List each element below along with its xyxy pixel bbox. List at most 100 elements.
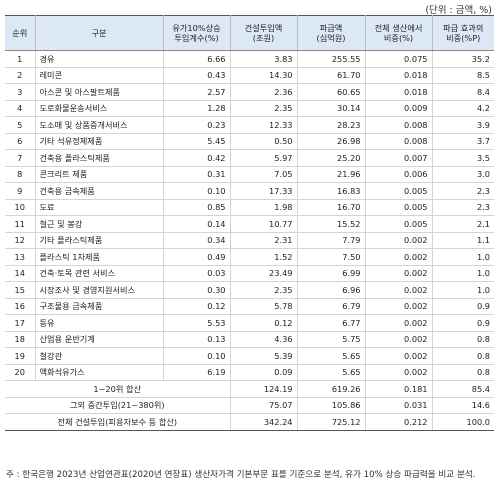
value-cell: 1.98 <box>229 199 297 216</box>
value-cell: 1.0 <box>431 265 494 282</box>
value-cell: 0.002 <box>364 364 432 381</box>
column-header: 전체 생산에서 비중(%) <box>364 15 433 51</box>
value-cell: 5.45 <box>162 133 230 150</box>
category-cell: 플라스틱 1차제품 <box>34 248 163 266</box>
category-cell: 구조물용 금속제품 <box>34 298 163 315</box>
table-row: 18 산업용 운반기계 0.13 4.36 5.75 0.002 0.8 <box>5 331 494 348</box>
rank-cell: 10 <box>5 199 35 216</box>
value-cell: 5.53 <box>162 314 230 332</box>
value-cell: 8.4 <box>431 83 494 101</box>
rank-cell: 8 <box>5 166 35 183</box>
rank-cell: 2 <box>5 67 35 84</box>
value-cell: 4.36 <box>229 331 297 348</box>
category-cell: 도료 <box>34 199 163 216</box>
table-row: 4 도로화물운송서비스 1.28 2.35 30.14 0.009 4.2 <box>5 100 494 117</box>
category-cell: 기타 플라스틱제품 <box>34 232 163 249</box>
value-cell: 0.009 <box>364 100 432 117</box>
value-cell: 0.85 <box>162 199 230 216</box>
value-cell: 0.002 <box>364 232 432 249</box>
value-cell: 0.10 <box>162 347 230 365</box>
value-cell: 0.002 <box>364 331 432 348</box>
table-row: 16 구조물용 금속제품 0.12 5.78 6.79 0.002 0.9 <box>5 298 494 315</box>
summary-value: 0.181 <box>364 380 432 398</box>
value-cell: 17.33 <box>229 182 297 200</box>
value-cell: 8.5 <box>431 67 494 84</box>
category-cell: 건축·토목 관련 서비스 <box>34 265 163 282</box>
value-cell: 14.30 <box>229 67 297 84</box>
category-cell: 레미콘 <box>34 67 163 84</box>
rank-cell: 9 <box>5 182 35 200</box>
category-cell: 산업용 운반기계 <box>34 331 163 348</box>
value-cell: 0.007 <box>364 149 432 167</box>
value-cell: 2.36 <box>229 83 297 101</box>
summary-value: 0.212 <box>364 413 432 431</box>
footnote: 주 : 한국은행 2023년 산업연관표(2020년 연장표) 생산자가격 기본… <box>6 470 476 480</box>
data-table: 순위 구분 유가10%상승 투입계수(%) 건설투입액 (조원) 파급액 (십억원) 전체… <box>5 15 494 431</box>
value-cell: 0.10 <box>162 182 230 200</box>
value-cell: 5.39 <box>229 347 297 365</box>
summary-value: 100.0 <box>431 413 494 431</box>
value-cell: 4.2 <box>431 100 494 117</box>
value-cell: 7.79 <box>296 232 365 249</box>
summary-label: 전체 건설투입(피용자보수 등 합산) <box>5 413 230 431</box>
summary-label: 그외 중간투입(21~380위) <box>5 397 230 414</box>
value-cell: 3.83 <box>229 50 297 68</box>
value-cell: 2.35 <box>229 281 297 299</box>
value-cell: 60.65 <box>296 83 365 101</box>
rank-cell: 18 <box>5 331 35 348</box>
value-cell: 0.002 <box>364 281 432 299</box>
value-cell: 6.79 <box>296 298 365 315</box>
summary-value: 619.26 <box>296 380 365 398</box>
value-cell: 0.005 <box>364 182 432 200</box>
value-cell: 255.55 <box>296 50 365 68</box>
value-cell: 7.50 <box>296 248 365 266</box>
column-header: 유가10%상승 투입계수(%) <box>162 15 231 51</box>
category-cell: 도소매 및 상품중개서비스 <box>34 116 163 134</box>
value-cell: 0.8 <box>431 364 494 381</box>
value-cell: 6.77 <box>296 314 365 332</box>
summary-value: 14.6 <box>431 397 494 414</box>
summary-row: 1~20위 합산 124.19 619.26 0.181 85.4 <box>5 380 494 398</box>
category-cell: 아스콘 및 아스팔트제품 <box>34 83 163 101</box>
summary-value: 0.031 <box>364 397 432 414</box>
rank-cell: 19 <box>5 347 35 365</box>
column-header: 건설투입액 (조원) <box>229 15 298 51</box>
value-cell: 1.0 <box>431 248 494 266</box>
value-cell: 0.002 <box>364 265 432 282</box>
table-row: 3 아스콘 및 아스팔트제품 2.57 2.36 60.65 0.018 8.4 <box>5 83 494 101</box>
value-cell: 6.66 <box>162 50 230 68</box>
summary-row: 전체 건설투입(피용자보수 등 합산) 342.24 725.12 0.212 100.… <box>5 413 494 431</box>
summary-row: 그외 중간투입(21~380위) 75.07 105.86 0.031 14.6 <box>5 397 494 414</box>
rank-cell: 4 <box>5 100 35 117</box>
value-cell: 0.005 <box>364 199 432 216</box>
category-cell: 경유 <box>34 50 163 68</box>
column-header: 구분 <box>34 15 164 51</box>
value-cell: 28.23 <box>296 116 365 134</box>
rank-cell: 6 <box>5 133 35 150</box>
value-cell: 0.018 <box>364 83 432 101</box>
category-cell: 시장조사 및 경영지원서비스 <box>34 281 163 299</box>
value-cell: 30.14 <box>296 100 365 117</box>
summary-value: 124.19 <box>229 380 297 398</box>
table-row: 19 철강관 0.10 5.39 5.65 0.002 0.8 <box>5 347 494 365</box>
table-row: 17 등유 5.53 0.12 6.77 0.002 0.9 <box>5 314 494 332</box>
value-cell: 0.005 <box>364 215 432 233</box>
table-row: 2 레미콘 0.43 14.30 61.70 0.018 8.5 <box>5 67 494 84</box>
rank-cell: 20 <box>5 364 35 381</box>
value-cell: 0.49 <box>162 248 230 266</box>
value-cell: 0.30 <box>162 281 230 299</box>
value-cell: 10.77 <box>229 215 297 233</box>
table-row: 7 건축용 플라스틱제품 0.42 5.97 25.20 0.007 3.5 <box>5 149 494 167</box>
value-cell: 2.31 <box>229 232 297 249</box>
value-cell: 0.13 <box>162 331 230 348</box>
table-row: 12 기타 플라스틱제품 0.34 2.31 7.79 0.002 1.1 <box>5 232 494 249</box>
value-cell: 6.19 <box>162 364 230 381</box>
value-cell: 5.97 <box>229 149 297 167</box>
rank-cell: 7 <box>5 149 35 167</box>
value-cell: 35.2 <box>431 50 494 68</box>
table-row: 9 건축용 금속제품 0.10 17.33 16.83 0.005 2.3 <box>5 182 494 200</box>
value-cell: 0.002 <box>364 314 432 332</box>
value-cell: 3.5 <box>431 149 494 167</box>
value-cell: 0.002 <box>364 347 432 365</box>
category-cell: 콘크리트 제품 <box>34 166 163 183</box>
